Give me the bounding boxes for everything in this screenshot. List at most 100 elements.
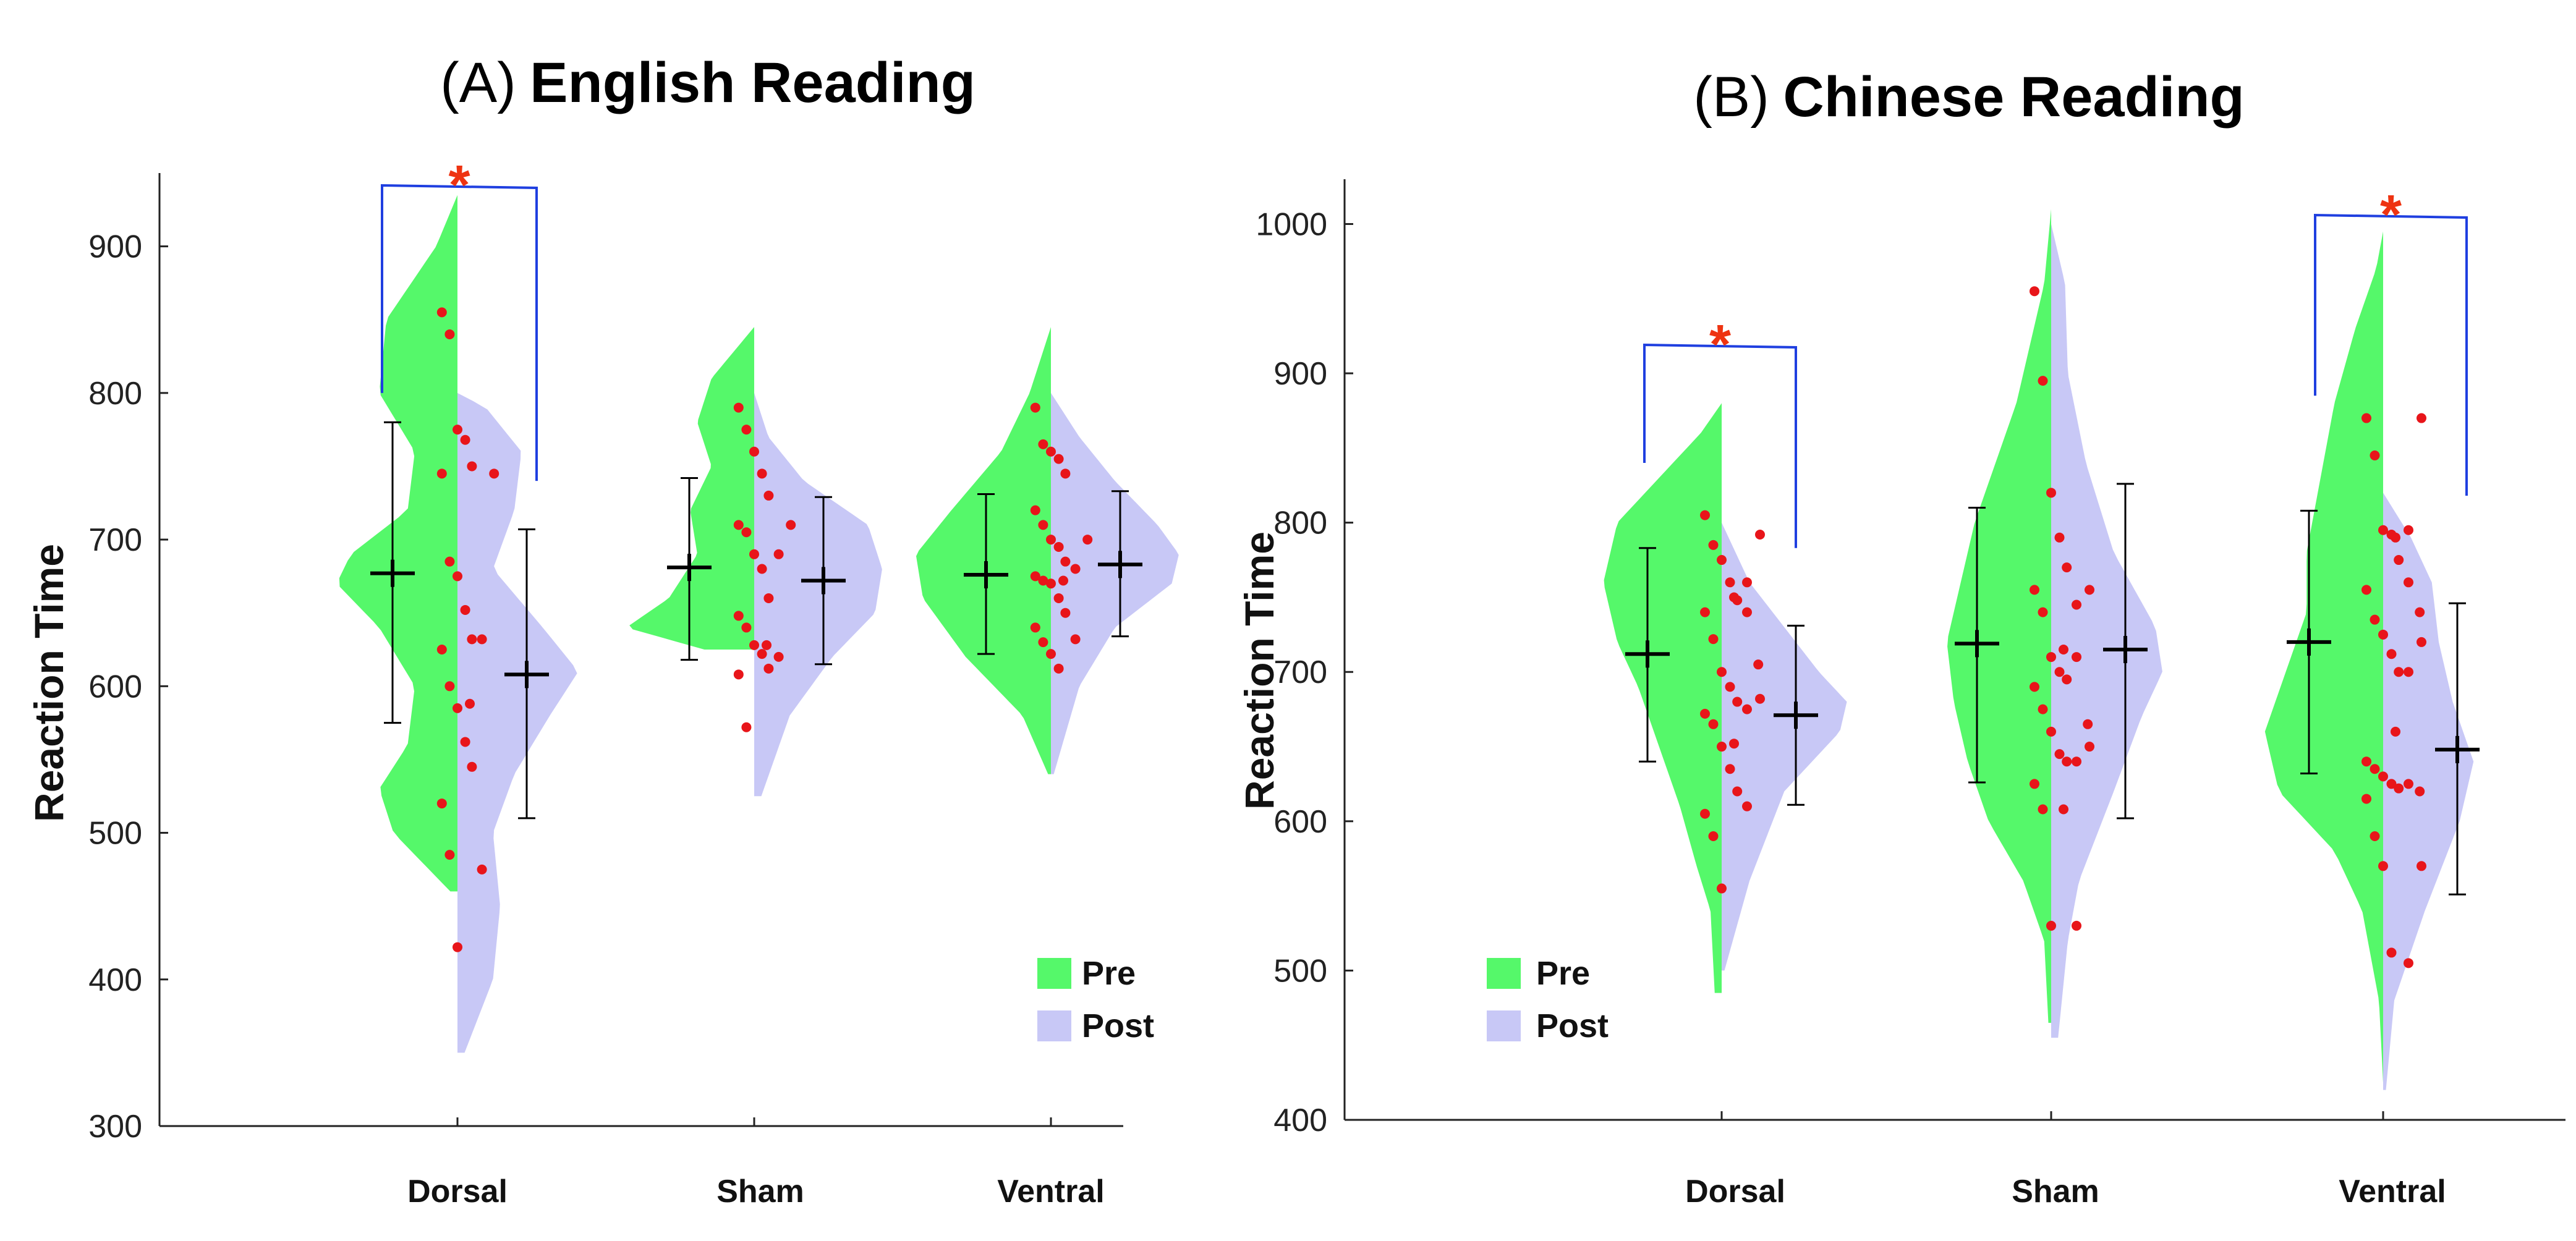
panel-a-point-pre: [436, 798, 447, 809]
panel-a-point-pre: [1038, 637, 1048, 648]
panel-b-point-pre: [2370, 450, 2380, 460]
panel-a-point-pre: [1060, 468, 1071, 479]
panel-b-point-pre: [2386, 649, 2397, 659]
panel-b-point-pre: [2062, 756, 2072, 767]
panel-a-point-pre: [1030, 622, 1040, 633]
panel-a-point-pre: [1053, 541, 1064, 552]
panel-b-point-pre: [2038, 376, 2048, 386]
panel-b-point-post: [1742, 607, 1752, 617]
panel-a-point-pre: [453, 942, 462, 952]
panel-b-point-post: [1729, 592, 1739, 603]
panel-a-point-pre: [763, 490, 774, 501]
panel-a-point-pre: [1038, 439, 1048, 449]
panel-a-point-pre: [467, 634, 477, 645]
panel-a-point-pre: [1038, 575, 1048, 586]
panel-a-category-dorsal: Dorsal: [407, 1174, 508, 1209]
panel-a-point-pre: [444, 850, 455, 860]
panel-a-point-pre: [741, 622, 752, 633]
panel-b-point-pre: [2038, 704, 2048, 714]
panel-b-point-pre: [2062, 674, 2072, 685]
panel-b-point-post: [1742, 704, 1752, 714]
panel-b-point-post: [2415, 607, 2425, 617]
panel-a-legend-label-post: Post: [1082, 1007, 1154, 1044]
panel-a-point-pre: [1038, 520, 1048, 530]
panel-b-point-pre: [1700, 708, 1710, 719]
panel-b-category-ventral: Ventral: [2339, 1174, 2446, 1209]
panel-a-point-post: [1058, 575, 1068, 586]
panel-a-point-post: [477, 864, 487, 875]
panel-b-legend-swatch-pre: [1487, 958, 1521, 989]
panel-a-point-pre: [460, 737, 470, 747]
panel-b-violin-post-dorsal: [1722, 522, 1847, 971]
panel-b-y-tick-label: 900: [1273, 356, 1327, 392]
panel-a-point-pre: [1053, 593, 1064, 603]
panel-a-significance-star-dorsal: *: [448, 155, 470, 216]
panel-b-point-pre: [2046, 920, 2056, 931]
panel-b-point-pre: [2054, 667, 2065, 677]
panel-b-point-post: [1753, 659, 1764, 670]
panel-a-point-pre: [1053, 454, 1064, 464]
panel-b-point-pre: [2038, 804, 2048, 815]
panel-a-point-pre: [467, 761, 477, 772]
panel-b-plot-area: 400 500 600 700 800 900 1000 * *: [1256, 179, 2565, 1138]
panel-a-point-pre: [757, 468, 767, 479]
panel-b-point-pre: [2370, 764, 2380, 774]
panel-a-point-pre: [1030, 402, 1040, 413]
panel-a-point-pre: [1030, 571, 1040, 582]
panel-b-point-pre: [2054, 532, 2065, 543]
panel-a-violin-pre-dorsal: [339, 195, 457, 892]
panel-a-violin-post-sham: [754, 392, 882, 797]
panel-b-point-pre: [1708, 831, 1719, 841]
panel-b-point-pre: [1732, 786, 1743, 797]
panel-b-point-pre: [2378, 525, 2388, 535]
panel-a-point-post: [773, 651, 784, 662]
panel-b-point-post: [2072, 599, 2081, 610]
panel-b-point-post: [2404, 667, 2413, 677]
panel-b-point-pre: [1717, 883, 1727, 894]
panel-a-point-pre: [733, 611, 744, 621]
panel-b-point-post: [2404, 577, 2413, 588]
panel-a-violin-pre-ventral: [916, 327, 1051, 774]
panel-b-point-pre: [1732, 697, 1743, 707]
panel-b-chinese-reading: (B) Chinese Reading Reaction Time 400 500…: [1236, 66, 2565, 1209]
panel-b-point-pre: [2361, 794, 2371, 804]
panel-a-point-pre: [444, 329, 455, 339]
panel-b-point-pre: [1717, 667, 1727, 677]
panel-b-point-pre: [2054, 749, 2065, 760]
panel-b-point-pre: [2046, 652, 2056, 663]
panel-b-point-pre: [2030, 779, 2039, 789]
panel-a-category-ventral: Ventral: [997, 1174, 1104, 1209]
panel-b-point-pre: [1700, 510, 1710, 520]
panel-a-violin-post-ventral: [1051, 392, 1179, 774]
panel-a-point-pre: [733, 402, 744, 413]
panel-b-point-pre: [2386, 779, 2397, 789]
panel-b-significance-star-ventral: *: [2380, 184, 2402, 246]
panel-b-point-pre: [2394, 783, 2404, 794]
panel-a-point-post: [477, 634, 487, 645]
panel-a-title-text: English Reading: [530, 51, 976, 114]
panel-b-point-pre: [2386, 947, 2397, 958]
panel-a-point-pre: [444, 681, 455, 692]
panel-a-point-pre: [741, 722, 752, 732]
panel-a-label: (A): [440, 51, 516, 114]
panel-a-point-pre: [453, 571, 462, 582]
panel-b-point-post: [2391, 532, 2400, 543]
panel-a-point-pre: [436, 645, 447, 654]
panel-a-point-post: [786, 520, 796, 530]
panel-a-point-pre: [467, 461, 477, 472]
panel-b-y-tick-label: 700: [1273, 654, 1327, 690]
panel-b-point-pre: [1725, 764, 1735, 774]
panel-a-point-post: [465, 698, 475, 709]
panel-b-legend-label-pre: Pre: [1536, 955, 1590, 992]
panel-b-violin-pre-sham: [1947, 209, 2051, 1023]
panel-a-y-tick-label: 400: [88, 962, 142, 998]
panel-a-point-pre: [436, 307, 447, 318]
panel-b-violin-pre-ventral: [2264, 231, 2383, 1083]
panel-a-point-pre: [763, 593, 774, 603]
panel-b-point-post: [2072, 920, 2081, 931]
panel-a-y-tick-label: 600: [88, 669, 142, 705]
panel-b-point-pre: [1700, 808, 1710, 819]
panel-a-y-tick-label: 700: [88, 522, 142, 558]
panel-a-point-post: [1082, 535, 1093, 545]
panel-b-y-tick-label: 600: [1273, 804, 1327, 840]
